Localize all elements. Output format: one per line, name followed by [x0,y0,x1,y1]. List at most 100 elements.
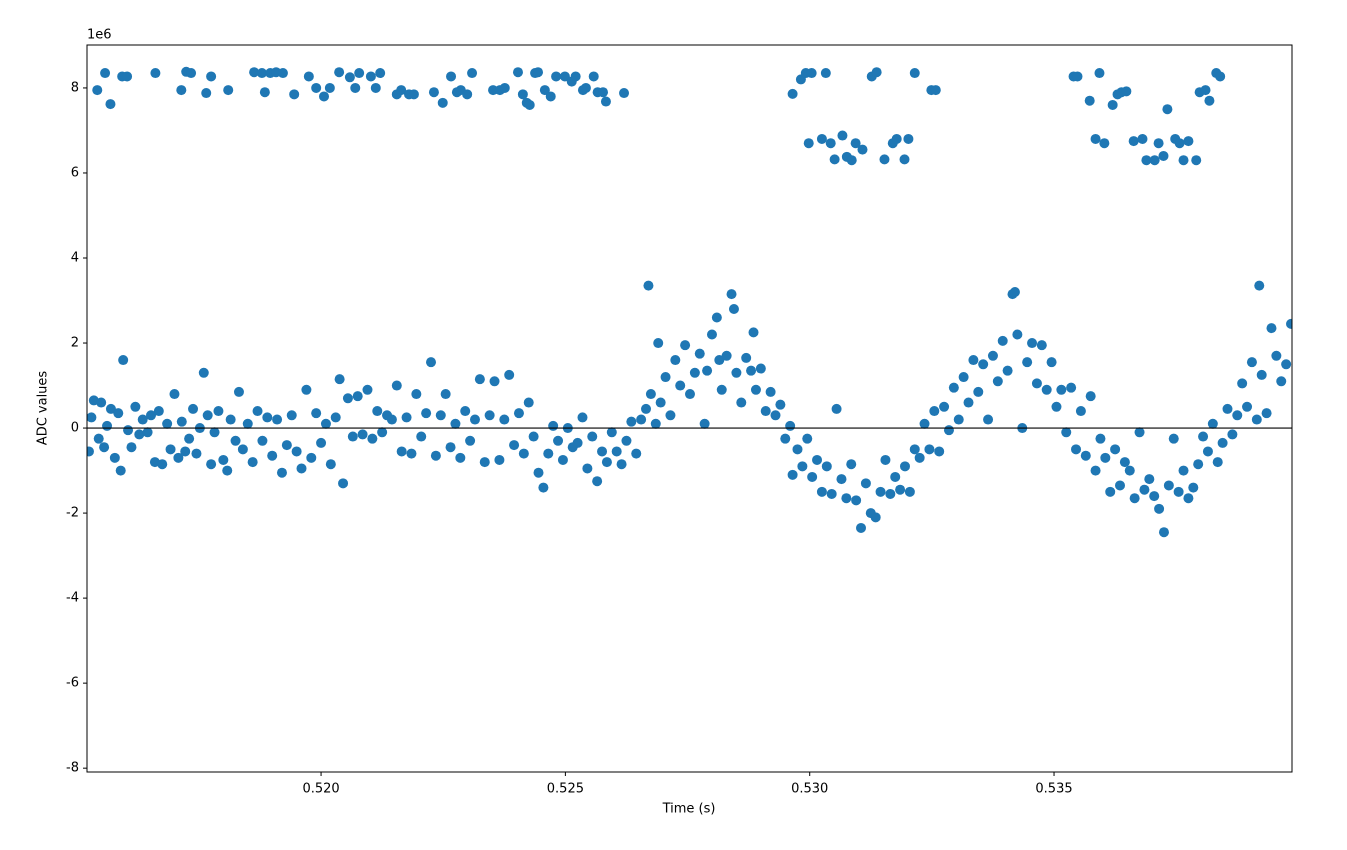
data-point [150,68,161,79]
data-point [347,431,358,442]
data-point [870,512,881,523]
x-tick-label: 0.525 [547,782,584,797]
data-point [895,484,906,495]
data-point [1144,474,1155,485]
data-point [372,406,383,417]
data-point [851,495,862,506]
data-point [973,386,984,397]
data-point [1072,71,1083,82]
data-point [105,99,116,110]
data-point [806,68,817,79]
data-point [277,68,288,79]
data-point [1271,350,1282,361]
data-point [113,408,124,419]
data-point [899,461,910,472]
data-point [958,372,969,383]
data-point [1080,450,1091,461]
data-point [968,355,979,366]
data-point [1276,376,1287,387]
data-point [880,454,891,465]
data-point [1286,318,1292,329]
data-point [812,454,823,465]
data-point [1188,482,1199,493]
data-point [533,67,544,78]
data-point [504,369,515,380]
data-point [1204,95,1215,106]
data-point [699,418,710,429]
data-point [825,138,836,149]
data-point [1232,410,1243,421]
data-point [1254,280,1265,291]
data-point [169,389,180,400]
data-point [820,68,831,79]
data-point [1261,408,1272,419]
data-point [726,289,737,300]
y-tick-label: 4 [71,250,79,265]
data-point [1193,459,1204,470]
data-point [325,459,336,470]
data-point [899,154,910,165]
data-point [533,467,544,478]
data-point [362,384,373,395]
y-tick-label: 8 [71,80,79,95]
data-point [165,444,176,455]
data-point [450,418,461,429]
data-point [780,433,791,444]
data-point [262,412,273,423]
data-point [334,374,345,385]
x-tick-label: 0.530 [791,782,828,797]
data-point [1128,136,1139,147]
data-point [857,144,868,155]
data-point [538,482,549,493]
data-point [428,87,439,98]
data-point [1178,155,1189,166]
data-point [206,71,217,82]
data-point [702,365,713,376]
data-point [553,435,564,446]
data-point [807,471,818,482]
data-point [1009,287,1020,298]
data-point [963,397,974,408]
data-point [1149,155,1160,166]
data-point [311,408,322,419]
data-point [846,459,857,470]
data-point [267,450,278,461]
data-point [445,442,456,453]
data-point [396,85,407,96]
data-point [904,486,915,497]
data-point [324,82,335,93]
data-point [518,448,529,459]
data-point [545,91,556,102]
data-point [1191,155,1202,166]
data-point [879,154,890,165]
data-point [218,454,229,465]
data-point [1242,401,1253,412]
data-point [406,448,417,459]
data-point [426,357,437,368]
data-point [601,457,612,468]
data-point [1149,491,1160,502]
data-point [484,410,495,421]
data-point [1215,71,1226,82]
data-point [242,418,253,429]
data-point [643,280,654,291]
data-point [939,401,950,412]
data-point [446,71,457,82]
data-point [1207,418,1218,429]
data-point [213,406,224,417]
data-point [1114,480,1125,491]
data-point [580,82,591,93]
data-point [539,85,550,96]
data-point [276,467,287,478]
data-point [222,465,233,476]
data-point [836,474,847,485]
data-point [1217,437,1228,448]
data-point [728,304,739,315]
data-point [465,435,476,446]
data-point [126,442,137,453]
data-point [821,461,832,472]
data-point [1134,427,1145,438]
data-point [198,367,209,378]
data-point [736,397,747,408]
data-point [180,446,191,457]
